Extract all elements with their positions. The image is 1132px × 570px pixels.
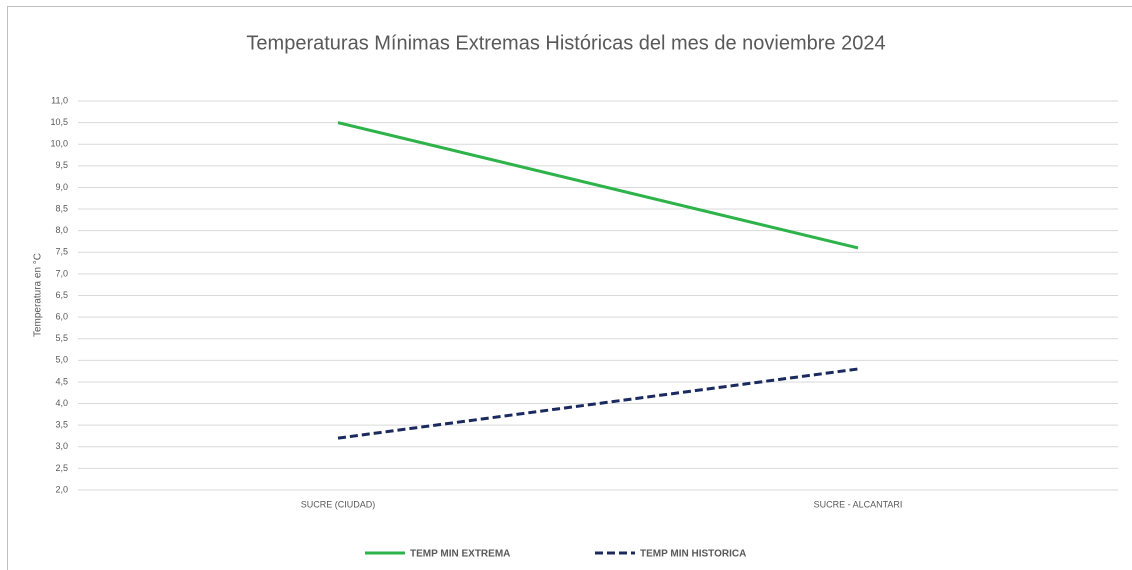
y-tick-label: 5,0	[55, 355, 68, 365]
y-tick-label: 9,5	[55, 160, 68, 170]
y-tick-label: 7,0	[55, 268, 68, 278]
y-tick-label: 2,0	[55, 484, 68, 494]
chart-frame	[7, 6, 1132, 570]
y-tick-label: 8,5	[55, 203, 68, 213]
y-tick-label: 5,5	[55, 333, 68, 343]
legend-label: TEMP MIN EXTREMA	[410, 549, 510, 560]
y-tick-label: 4,0	[55, 398, 68, 408]
y-tick-label: 4,5	[55, 376, 68, 386]
y-tick-label: 8,0	[55, 225, 68, 235]
y-tick-label: 3,5	[55, 420, 68, 430]
y-tick-label: 2,5	[55, 463, 68, 473]
y-tick-label: 3,0	[55, 441, 68, 451]
chart-title: Temperaturas Mínimas Extremas Históricas…	[246, 32, 885, 54]
y-tick-label: 10,0	[50, 139, 68, 149]
series-line	[337, 121, 859, 250]
x-tick-label: SUCRE (CIUDAD)	[301, 499, 376, 509]
y-tick-label: 6,0	[55, 311, 68, 321]
y-tick-label: 11,0	[51, 95, 68, 105]
y-tick-label: 9,0	[55, 182, 68, 192]
y-axis-label: Temperatura en °C	[33, 253, 44, 337]
y-tick-label: 7,5	[55, 247, 68, 257]
y-tick-label: 10,5	[50, 117, 68, 127]
series-line	[337, 367, 859, 440]
legend-label: TEMP MIN HISTORICA	[640, 549, 746, 560]
y-tick-label: 6,5	[55, 290, 68, 300]
x-tick-label: SUCRE - ALCANTARI	[814, 499, 903, 509]
